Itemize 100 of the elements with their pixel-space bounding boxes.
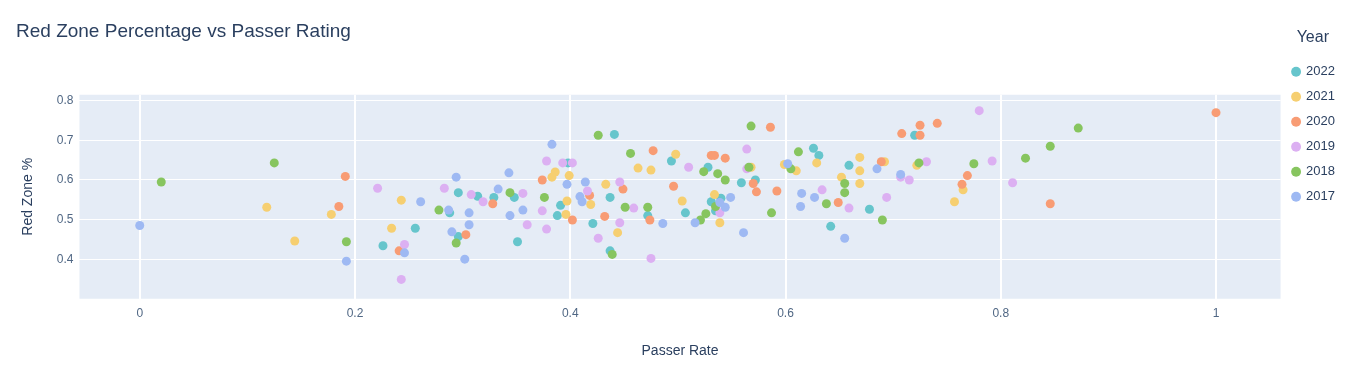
point [522, 220, 532, 230]
legend-label: 2018 [1306, 163, 1335, 179]
point [488, 199, 498, 209]
point [808, 143, 818, 153]
point [588, 219, 598, 229]
point [629, 203, 639, 213]
point [461, 230, 471, 240]
x-axis-title: Passer Rate [641, 342, 719, 359]
y-axis-title: Red Zone % [19, 157, 36, 236]
point [396, 274, 406, 284]
chart-title: Red Zone Percentage vs Passer Rating [16, 19, 351, 41]
point [720, 153, 730, 163]
point [460, 254, 470, 264]
y-tick-label: 0.4 [56, 251, 74, 266]
point [1073, 123, 1083, 133]
legend-label: 2019 [1306, 138, 1335, 154]
point [720, 202, 730, 212]
point [817, 185, 827, 195]
point [396, 195, 406, 205]
point [577, 197, 587, 207]
point [844, 160, 854, 170]
point [736, 178, 746, 188]
point [464, 208, 474, 218]
point [783, 159, 793, 169]
point [605, 192, 615, 202]
point [434, 205, 444, 215]
point [882, 192, 892, 202]
point [156, 177, 166, 187]
point [493, 184, 503, 194]
point [552, 211, 562, 221]
point [855, 152, 865, 162]
point [593, 233, 603, 243]
point [451, 238, 461, 248]
point [840, 188, 850, 198]
point [505, 188, 515, 198]
point [326, 209, 336, 219]
legend-label: 2021 [1306, 88, 1335, 104]
point [821, 199, 831, 209]
point [645, 215, 655, 225]
point [567, 158, 577, 168]
point [400, 248, 410, 258]
point [690, 218, 700, 228]
point [416, 197, 426, 207]
point [643, 202, 653, 212]
point [767, 208, 777, 218]
point [373, 183, 383, 193]
point [957, 179, 967, 189]
point [796, 202, 806, 212]
point [567, 215, 577, 225]
point [539, 192, 549, 202]
point [341, 237, 351, 247]
point [547, 139, 557, 149]
point [904, 175, 914, 185]
point [680, 208, 690, 218]
point [537, 175, 547, 185]
point [974, 106, 984, 116]
point [765, 122, 775, 132]
point [564, 171, 574, 181]
x-tick-label: 1 [1212, 306, 1220, 321]
point [518, 205, 528, 215]
point [562, 196, 572, 206]
point [558, 158, 568, 168]
x-tick-label: 0.2 [346, 306, 364, 321]
x-tick-label: 0.8 [992, 306, 1010, 321]
point [715, 218, 725, 228]
point [671, 149, 681, 159]
point [615, 177, 625, 187]
point [872, 164, 882, 174]
point [478, 197, 488, 207]
point [609, 129, 619, 139]
point [537, 206, 547, 216]
point [793, 147, 803, 157]
point [772, 186, 782, 196]
point [504, 168, 514, 178]
point [840, 179, 850, 189]
point [840, 233, 850, 243]
x-tick-label: 0.4 [561, 306, 579, 321]
point [810, 192, 820, 202]
point [646, 165, 656, 175]
point [562, 179, 572, 189]
point [580, 177, 590, 187]
point [864, 204, 874, 214]
y-tick-label: 0.6 [56, 172, 74, 187]
point [556, 200, 566, 210]
point [797, 188, 807, 198]
point [290, 236, 300, 246]
point [844, 203, 854, 213]
point [1045, 141, 1055, 151]
point [447, 227, 457, 237]
point [915, 130, 925, 140]
point [701, 209, 711, 219]
point [334, 202, 344, 212]
point [677, 196, 687, 206]
point [1021, 153, 1031, 163]
point [387, 223, 397, 233]
point [969, 159, 979, 169]
point [582, 186, 592, 196]
point [464, 220, 474, 230]
point [561, 209, 571, 219]
legend-title: Year [1296, 28, 1330, 46]
